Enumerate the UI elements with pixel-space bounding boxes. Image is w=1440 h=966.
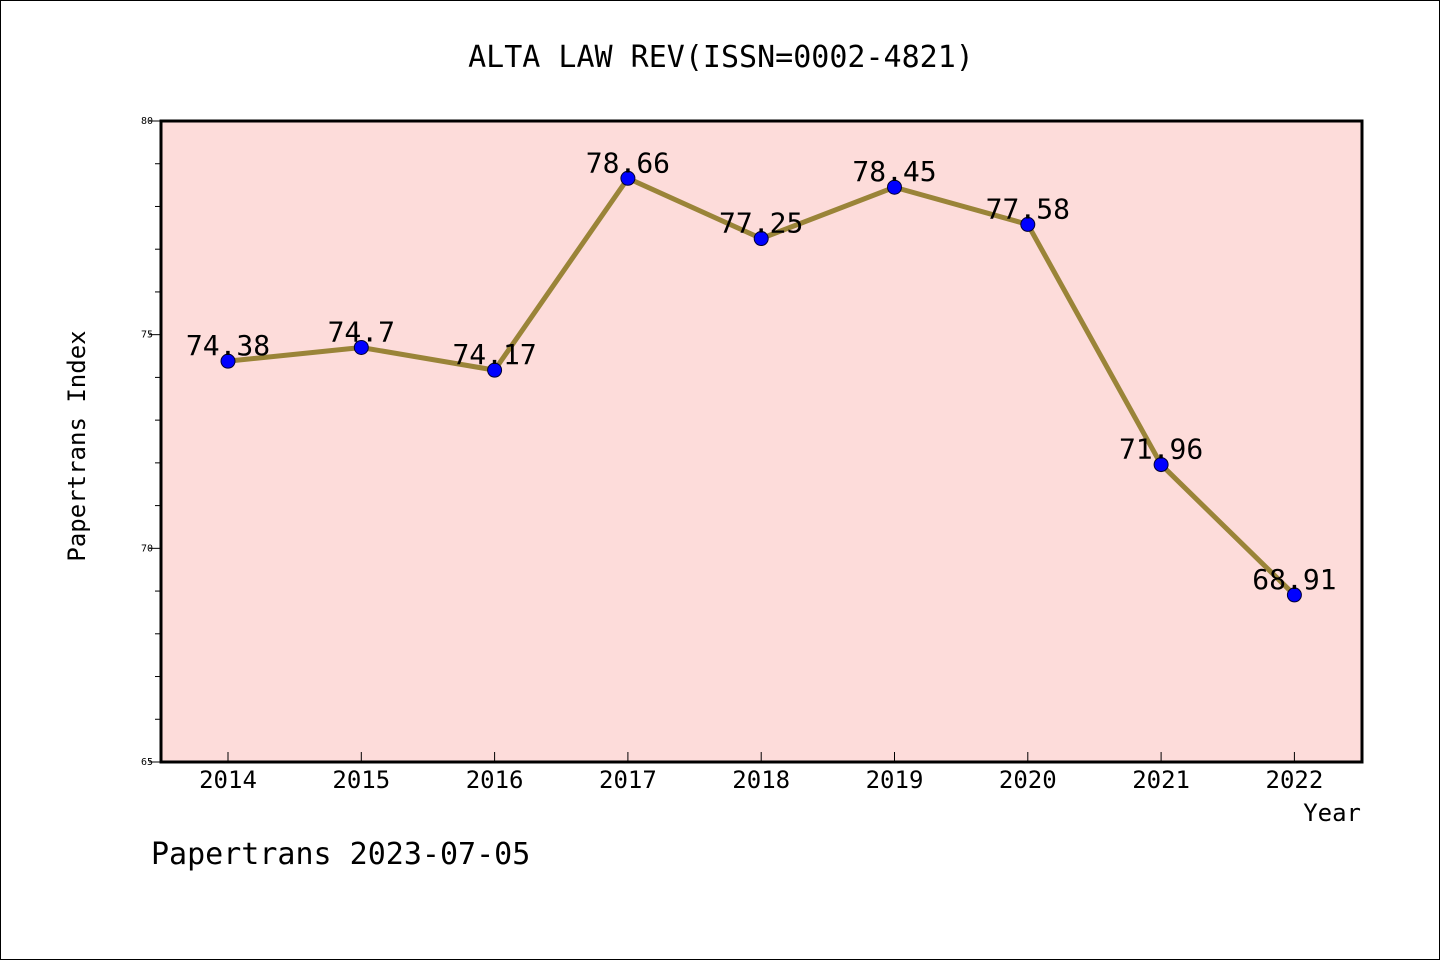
data-point (1020, 216, 1036, 232)
x-tick-label: 2015 (332, 766, 390, 794)
y-tick-label: 70 (141, 543, 153, 554)
data-point (887, 179, 902, 195)
data-point (353, 339, 369, 355)
plot-border (159, 119, 1364, 764)
data-label: 68.91 (1252, 563, 1336, 596)
y-tick-label: 65 (141, 757, 153, 768)
data-point (220, 353, 236, 369)
data-label: 78.66 (586, 146, 670, 179)
y-tick-label: 80 (141, 116, 153, 127)
x-tick-label: 2021 (1132, 766, 1190, 794)
x-tick-label: 2017 (599, 766, 657, 794)
data-point (1286, 587, 1302, 603)
plot-area (161, 121, 1362, 762)
data-points (220, 170, 1302, 603)
y-tick-label: 75 (141, 330, 153, 341)
y-axis-ticks: 65 70 75 80 (141, 116, 161, 768)
x-tick-label: 2014 (199, 766, 257, 794)
data-point (487, 362, 503, 378)
data-label: 74.7 (328, 315, 395, 348)
y-axis-label: Papertrans Index (63, 330, 91, 561)
data-labels: 74.38 74.7 74.17 78.66 77.25 78.45 77.58 71.96 6… (186, 146, 1337, 596)
x-axis-ticks: 2014 2015 2016 2017 2018 2019 2020 2021 2022 (199, 752, 1323, 794)
data-label: 77.58 (986, 192, 1070, 225)
x-tick-label: 2018 (732, 766, 790, 794)
data-label: 78.45 (852, 155, 936, 188)
data-point (620, 170, 636, 186)
data-label: 74.17 (452, 338, 536, 371)
x-tick-label: 2022 (1266, 766, 1324, 794)
data-label: 77.25 (719, 207, 803, 240)
data-point (753, 231, 769, 247)
x-axis-label: Year (1303, 799, 1361, 827)
data-point (1153, 457, 1169, 473)
x-tick-label: 2020 (999, 766, 1057, 794)
footer-caption: Papertrans 2023-07-05 (151, 837, 530, 872)
data-label: 71.96 (1119, 433, 1203, 466)
chart-title: ALTA LAW REV(ISSN=0002-4821) (468, 40, 974, 75)
x-tick-label: 2019 (866, 766, 924, 794)
data-label: 74.38 (186, 329, 270, 362)
x-tick-label: 2016 (466, 766, 524, 794)
